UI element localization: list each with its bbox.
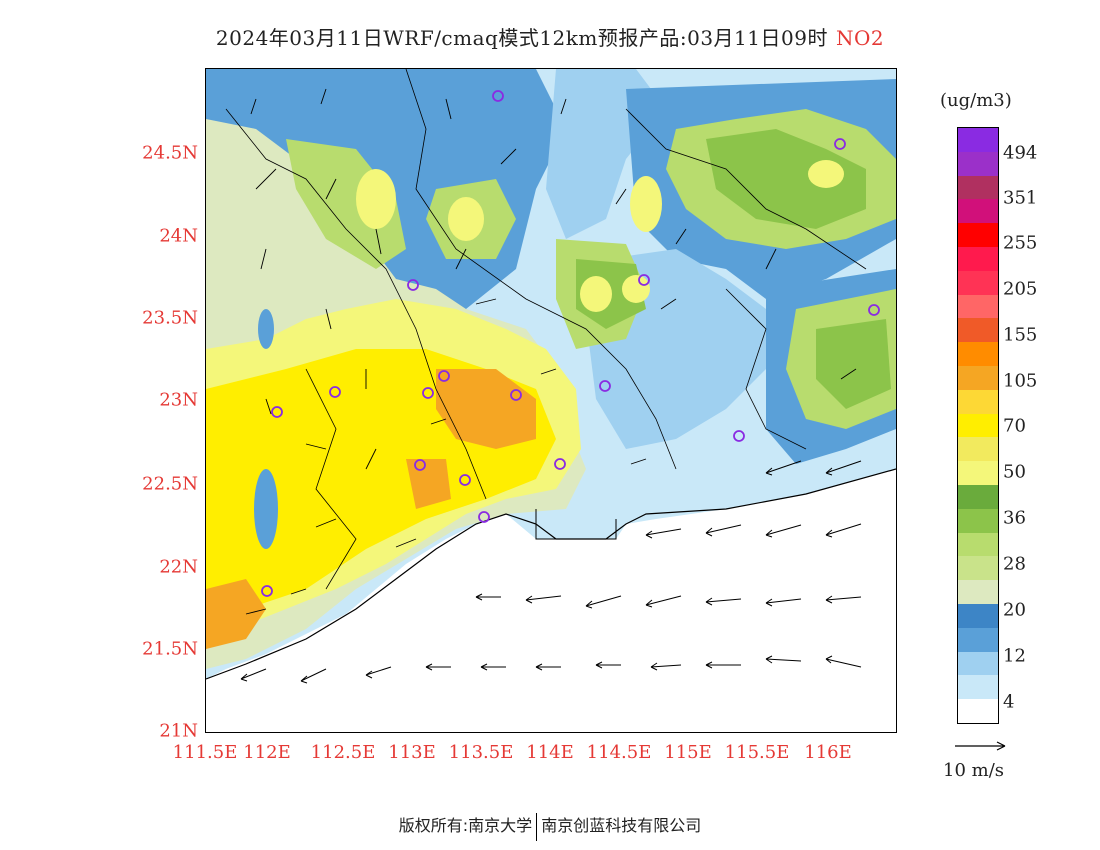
colorbar-segment [958,699,998,723]
wind-reference-label: 10 m/s [943,760,1004,781]
colorbar-segment [958,675,998,700]
lon-tick-label: 113E [388,742,436,763]
lat-tick-label: 23.5N [142,307,198,329]
colorbar-segment [958,270,998,295]
map-title: 2024年03月11日WRF/cmaq模式12km预报产品:03月11日09时 N… [0,22,1100,51]
colorbar-segment [958,151,998,176]
pollutant-label: NO2 [835,26,885,50]
copyright-left: 版权所有:南京大学 [398,816,533,835]
lon-tick-label: 112.5E [310,742,376,763]
wind-reference-arrow [955,741,1006,751]
colorbar-segment [958,342,998,366]
colorbar-segment [958,223,998,247]
legend-units: (ug/m3) [940,90,1012,111]
legend-level: 205 [1003,278,1038,300]
colorbar-segment [958,437,998,462]
colorbar-segment [958,651,998,676]
legend-level: 155 [1003,324,1038,346]
legend-level: 105 [1003,370,1038,392]
copyright-footer: 版权所有:南京大学 南京创蓝科技有限公司 [0,812,1100,841]
colorbar-segment [958,627,998,652]
lat-tick-label: 22.5N [142,473,198,495]
legend-level: 12 [1003,645,1026,667]
colorbar-segment [958,532,998,557]
lon-tick-label: 111.5E [172,742,238,763]
colorbar-segment [958,318,998,343]
lon-tick-label: 114.5E [586,742,652,763]
legend-level: 20 [1003,599,1026,621]
title-text: 2024年03月11日WRF/cmaq模式12km预报产品:03月11日09时 [215,26,828,50]
legend-level: 255 [1003,232,1038,254]
colorbar-segment [958,603,998,628]
legend-level: 70 [1003,415,1026,437]
lon-tick-label: 116E [804,742,852,763]
colorbar [957,127,999,724]
lon-tick-label: 112E [243,742,291,763]
legend-level: 28 [1003,553,1026,575]
colorbar-segment [958,128,998,152]
lat-tick-label: 23N [159,389,198,411]
colorbar-segment [958,508,998,533]
legend-level: 4 [1003,691,1015,713]
footer-divider [536,812,538,841]
legend-level: 351 [1003,187,1038,209]
colorbar-segment [958,413,998,438]
colorbar-segment [958,294,998,319]
lon-tick-label: 115.5E [724,742,790,763]
colorbar-segment [958,389,998,414]
colorbar-segment [958,484,998,509]
colorbar-segment [958,580,998,604]
legend-level: 50 [1003,461,1026,483]
lat-tick-label: 24.5N [142,142,198,164]
copyright-right: 南京创蓝科技有限公司 [541,816,702,835]
lat-tick-label: 22N [159,556,198,578]
colorbar-segment [958,246,998,271]
colorbar-segment [958,199,998,224]
legend-level: 36 [1003,507,1026,529]
lat-tick-label: 21.5N [142,638,198,660]
lon-tick-label: 113.5E [448,742,514,763]
colorbar-segment [958,175,998,200]
concentration-field [206,69,896,732]
lon-tick-label: 115E [664,742,712,763]
colorbar-segment [958,461,998,485]
legend-level: 494 [1003,142,1038,164]
colorbar-segment [958,365,998,390]
lon-tick-label: 114E [526,742,574,763]
colorbar-segment [958,556,998,581]
lat-tick-label: 24N [159,225,198,247]
coastline [206,468,896,680]
map-panel [205,68,897,733]
lat-tick-label: 21N [159,720,198,742]
